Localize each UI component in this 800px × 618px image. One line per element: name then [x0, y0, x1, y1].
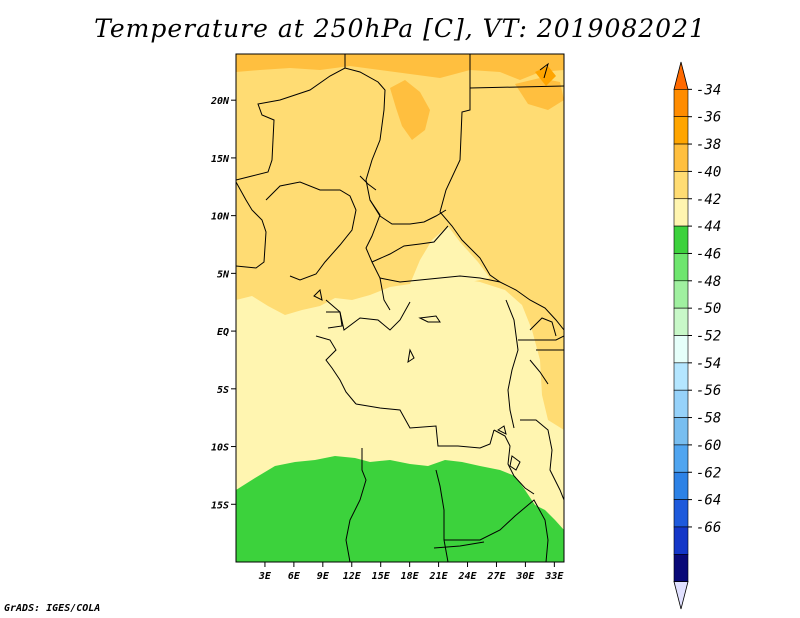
- lat-tick-label: 10S: [211, 443, 229, 454]
- colorbar-bottom-arrow: [673, 581, 689, 610]
- colorbar-label: -40: [696, 164, 721, 180]
- lat-tick-label: 5N: [217, 269, 230, 280]
- band-minus38-minus36: [535, 66, 556, 86]
- colorbar-label: -52: [696, 329, 721, 345]
- colorbar-label: -56: [696, 383, 721, 399]
- lon-tick-label: 21E: [429, 571, 449, 582]
- colorbar-segment: [673, 553, 689, 582]
- lat-tick-label: 15S: [211, 500, 229, 511]
- band-minus40-minus38: [236, 54, 564, 80]
- colorbar-label: -38: [696, 137, 721, 153]
- colorbar-label: -50: [696, 301, 721, 317]
- colorbar-segment: [673, 89, 689, 117]
- colorbar-segment: [673, 526, 689, 555]
- country-borders: [236, 54, 564, 562]
- lon-tick-label: 15E: [372, 571, 391, 582]
- colorbar-label: -64: [696, 493, 721, 509]
- colorbar-segment: [673, 307, 689, 336]
- colorbar-segment: [673, 253, 689, 282]
- colorbar-segment: [673, 143, 689, 172]
- colorbar-label: -42: [696, 192, 721, 208]
- colorbar-label: -54: [696, 356, 721, 372]
- credit-text: GrADS: IGES/COLA: [4, 603, 101, 614]
- lat-tick-label: EQ: [217, 327, 229, 338]
- lon-tick-label: 9E: [317, 571, 330, 582]
- colorbar-segment: [673, 198, 689, 227]
- lon-tick-label: 12E: [343, 571, 362, 582]
- lat-tick-label: 5S: [217, 385, 229, 396]
- colorbar-label: -62: [696, 465, 721, 481]
- band-patch-north: [390, 80, 430, 140]
- colorbar-segment: [673, 499, 689, 528]
- colorbar-segment: [673, 362, 689, 391]
- lat-tick-label: 20N: [210, 96, 230, 107]
- colorbar-segment: [673, 225, 689, 254]
- lon-tick-label: 24E: [457, 571, 477, 582]
- colorbar: -34 -36 -38 -40 -42 -44 -46 -48 -50 -52 -54 -56 -58 -…: [673, 61, 721, 610]
- longitude-axis: 3E 6E 9E 12E 15E 18E 21E 24E 27E 30E 33E: [258, 562, 564, 582]
- map-frame: [235, 53, 565, 563]
- latitude-axis: 20N 15N 10N 5N EQ 5S 10S 15S: [210, 96, 236, 511]
- colorbar-segment: [673, 389, 689, 418]
- colorbar-top-arrow: [673, 61, 689, 90]
- colorbar-segment: [673, 417, 689, 446]
- map-title: Temperature at 250hPa [C], VT: 201908202…: [94, 14, 706, 43]
- temperature-field: [236, 54, 564, 562]
- colorbar-segment: [673, 116, 689, 145]
- colorbar-label: -46: [696, 246, 721, 262]
- band-notch: [410, 226, 490, 284]
- lon-tick-label: 18E: [401, 571, 420, 582]
- colorbar-label: -44: [696, 219, 721, 235]
- lat-tick-label: 10N: [211, 212, 230, 223]
- lon-tick-label: 27E: [486, 571, 506, 582]
- colorbar-label: -66: [696, 520, 721, 536]
- colorbar-segment: [673, 471, 689, 500]
- colorbar-label: -48: [696, 274, 721, 290]
- colorbar-segment: [673, 444, 689, 473]
- colorbar-segment: [673, 171, 689, 200]
- colorbar-label: -36: [696, 110, 721, 126]
- colorbar-label: -58: [696, 411, 721, 427]
- band-minus46-minus44: [236, 456, 564, 562]
- lon-tick-label: 30E: [515, 571, 535, 582]
- band-minus42-minus40: [236, 54, 564, 430]
- colorbar-label: -34: [696, 82, 721, 98]
- colorbar-segment: [673, 335, 689, 364]
- lon-tick-label: 3E: [258, 571, 272, 582]
- lon-tick-label: 6E: [288, 571, 301, 582]
- colorbar-label: -60: [696, 438, 721, 454]
- lon-tick-label: 33E: [544, 571, 564, 582]
- lat-tick-label: 15N: [211, 154, 230, 165]
- colorbar-segment: [673, 280, 689, 309]
